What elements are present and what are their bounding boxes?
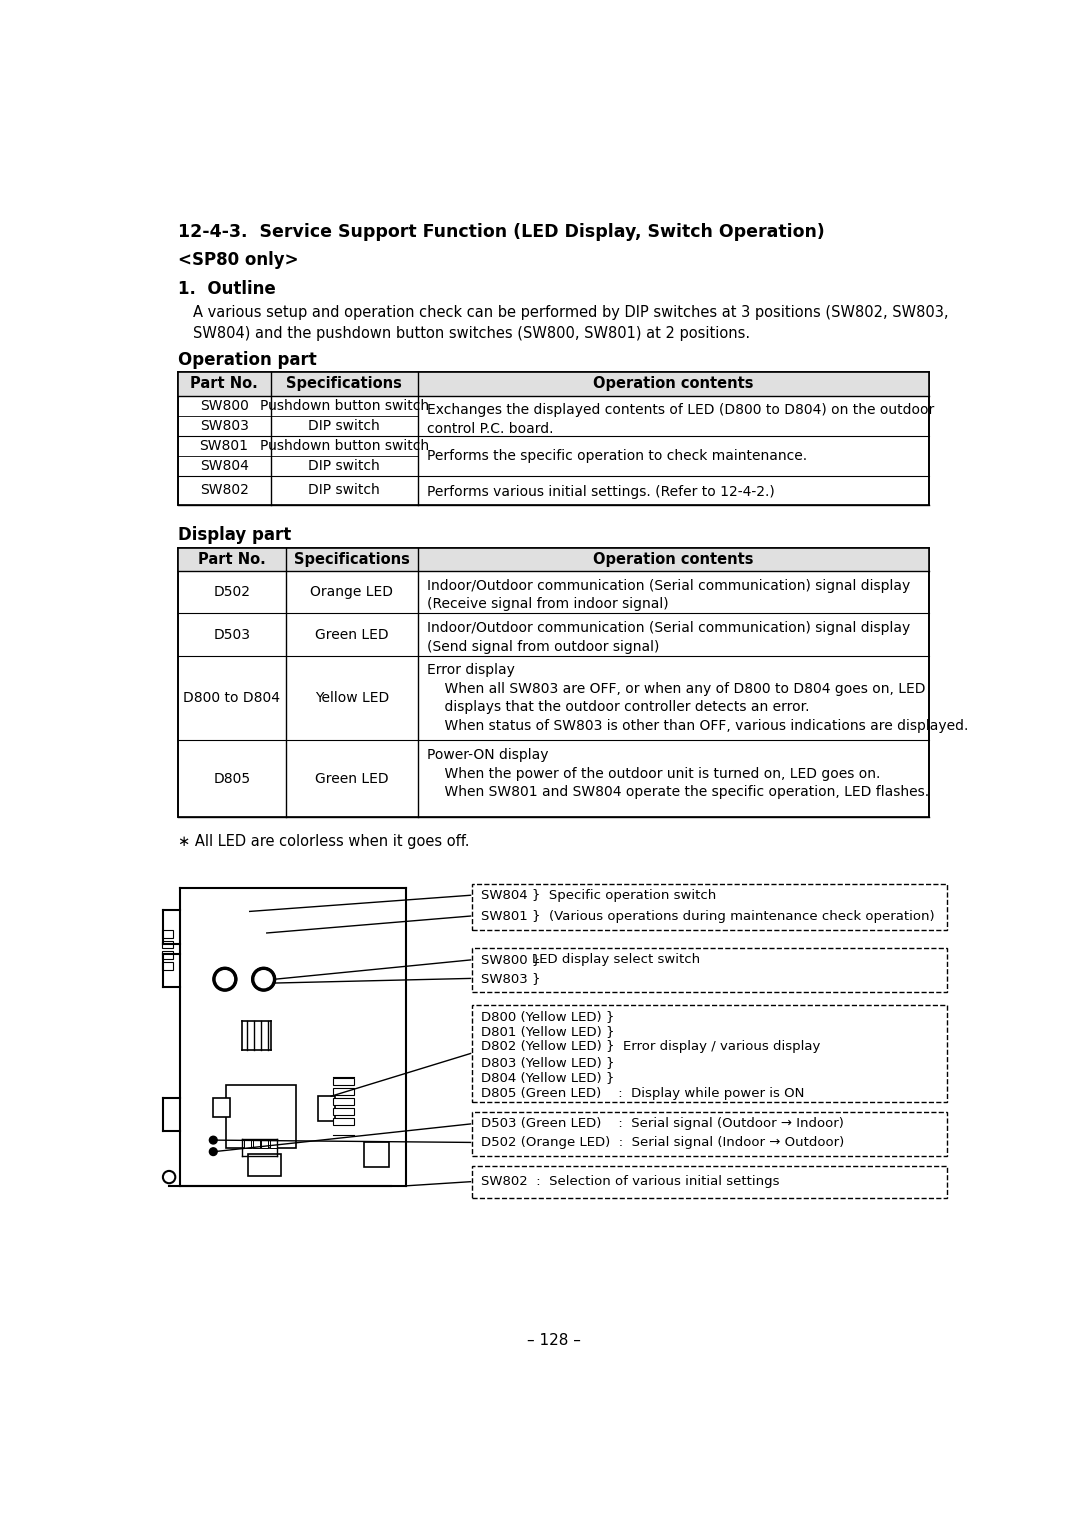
Text: DIP switch: DIP switch bbox=[309, 483, 380, 497]
Text: Part No.: Part No. bbox=[190, 377, 258, 392]
Text: SW803: SW803 bbox=[200, 418, 248, 433]
Text: Specifications: Specifications bbox=[294, 552, 410, 567]
Text: D805: D805 bbox=[214, 772, 251, 785]
Circle shape bbox=[210, 1136, 217, 1144]
Text: D800 to D804: D800 to D804 bbox=[184, 691, 281, 705]
Bar bbox=[213, 1098, 230, 1116]
Bar bbox=[253, 1141, 260, 1148]
Text: Display part: Display part bbox=[177, 526, 291, 544]
Text: Orange LED: Orange LED bbox=[311, 586, 393, 599]
Text: Exchanges the displayed contents of LED (D800 to D804) on the outdoor
control P.: Exchanges the displayed contents of LED … bbox=[428, 403, 934, 436]
Text: Part No.: Part No. bbox=[198, 552, 266, 567]
Text: SW804 }  Specific operation switch: SW804 } Specific operation switch bbox=[482, 889, 717, 901]
Text: D503 (Green LED)    :  Serial signal (Outdoor → Indoor): D503 (Green LED) : Serial signal (Outdoo… bbox=[482, 1118, 845, 1130]
Text: Operation contents: Operation contents bbox=[593, 552, 754, 567]
Bar bbox=[270, 1141, 276, 1148]
Text: SW801 }  (Various operations during maintenance check operation): SW801 } (Various operations during maint… bbox=[482, 909, 935, 923]
Text: Yellow LED: Yellow LED bbox=[315, 691, 389, 705]
Circle shape bbox=[255, 971, 272, 988]
Bar bbox=[472, 1005, 947, 1101]
Text: <SP80 only>: <SP80 only> bbox=[177, 250, 298, 268]
Circle shape bbox=[210, 1148, 217, 1156]
Circle shape bbox=[216, 971, 233, 988]
Text: LED display select switch: LED display select switch bbox=[531, 953, 700, 967]
Bar bbox=[334, 1087, 353, 1095]
Text: Performs various initial settings. (Refer to 12-4-2.): Performs various initial settings. (Refe… bbox=[428, 485, 775, 499]
Bar bbox=[177, 372, 930, 505]
Bar bbox=[162, 930, 173, 938]
Text: D802 (Yellow LED) }  Error display / various display: D802 (Yellow LED) } Error display / vari… bbox=[482, 1040, 821, 1054]
Text: Operation part: Operation part bbox=[177, 351, 316, 369]
Text: 12-4-3.  Service Support Function (LED Display, Switch Operation): 12-4-3. Service Support Function (LED Di… bbox=[177, 223, 824, 241]
Circle shape bbox=[252, 968, 275, 991]
Text: D502: D502 bbox=[214, 586, 251, 599]
Bar bbox=[472, 947, 947, 991]
Bar bbox=[261, 1141, 268, 1148]
Text: D503: D503 bbox=[214, 628, 251, 642]
Text: 1.  Outline: 1. Outline bbox=[177, 281, 275, 297]
Bar bbox=[248, 1154, 281, 1176]
Text: Power-ON display
    When the power of the outdoor unit is turned on, LED goes o: Power-ON display When the power of the o… bbox=[428, 749, 929, 799]
Bar bbox=[364, 1142, 389, 1167]
Text: ∗ All LED are colorless when it goes off.: ∗ All LED are colorless when it goes off… bbox=[177, 834, 469, 849]
Bar bbox=[472, 1112, 947, 1156]
Bar bbox=[334, 1098, 353, 1106]
Bar bbox=[177, 547, 930, 570]
Text: – 128 –: – 128 – bbox=[527, 1333, 580, 1348]
Text: Indoor/Outdoor communication (Serial communication) signal display
(Receive sign: Indoor/Outdoor communication (Serial com… bbox=[428, 580, 910, 612]
Bar bbox=[162, 962, 173, 970]
Bar bbox=[227, 1084, 296, 1148]
Text: Indoor/Outdoor communication (Serial communication) signal display
(Send signal : Indoor/Outdoor communication (Serial com… bbox=[428, 621, 910, 654]
Bar bbox=[318, 1096, 335, 1121]
Text: Pushdown button switch: Pushdown button switch bbox=[259, 439, 429, 453]
Text: SW800: SW800 bbox=[200, 398, 248, 413]
Text: Performs the specific operation to check maintenance.: Performs the specific operation to check… bbox=[428, 450, 807, 464]
Text: Error display
    When all SW803 are OFF, or when any of D800 to D804 goes on, L: Error display When all SW803 are OFF, or… bbox=[428, 663, 969, 732]
Bar bbox=[162, 941, 173, 949]
Bar bbox=[334, 1078, 353, 1086]
Text: Pushdown button switch: Pushdown button switch bbox=[259, 398, 429, 413]
Bar bbox=[334, 1107, 353, 1115]
Text: D800 (Yellow LED) }: D800 (Yellow LED) } bbox=[482, 1010, 615, 1023]
Text: SW804: SW804 bbox=[200, 459, 248, 473]
Text: Operation contents: Operation contents bbox=[593, 377, 754, 392]
Text: SW802: SW802 bbox=[200, 483, 248, 497]
Circle shape bbox=[213, 968, 237, 991]
Text: A various setup and operation check can be performed by DIP switches at 3 positi: A various setup and operation check can … bbox=[193, 305, 948, 340]
Text: Green LED: Green LED bbox=[315, 772, 389, 785]
Bar bbox=[472, 1165, 947, 1197]
Text: SW802  :  Selection of various initial settings: SW802 : Selection of various initial set… bbox=[482, 1176, 780, 1188]
Bar bbox=[334, 1118, 353, 1125]
Text: D502 (Orange LED)  :  Serial signal (Indoor → Outdoor): D502 (Orange LED) : Serial signal (Indoo… bbox=[482, 1136, 845, 1148]
Text: DIP switch: DIP switch bbox=[309, 459, 380, 473]
Bar bbox=[472, 883, 947, 930]
Text: Specifications: Specifications bbox=[286, 377, 402, 392]
Text: SW803 }: SW803 } bbox=[482, 971, 541, 985]
Text: D801 (Yellow LED) }: D801 (Yellow LED) } bbox=[482, 1025, 615, 1039]
Bar bbox=[177, 372, 930, 395]
Bar bbox=[162, 952, 173, 959]
Text: D804 (Yellow LED) }: D804 (Yellow LED) } bbox=[482, 1071, 615, 1084]
Text: SW800 }: SW800 } bbox=[482, 953, 541, 967]
Text: Green LED: Green LED bbox=[315, 628, 389, 642]
Text: SW801: SW801 bbox=[200, 439, 248, 453]
Bar bbox=[177, 547, 930, 817]
Bar bbox=[244, 1141, 252, 1148]
Text: D803 (Yellow LED) }: D803 (Yellow LED) } bbox=[482, 1055, 615, 1069]
Text: DIP switch: DIP switch bbox=[309, 418, 380, 433]
Text: D805 (Green LED)    :  Display while power is ON: D805 (Green LED) : Display while power i… bbox=[482, 1087, 805, 1100]
